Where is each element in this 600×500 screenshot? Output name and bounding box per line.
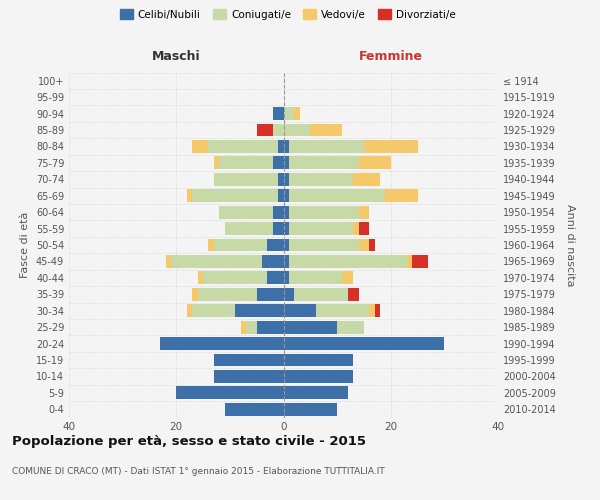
Bar <box>208 238 214 252</box>
Bar <box>219 206 273 218</box>
Bar <box>359 222 370 235</box>
Text: Maschi: Maschi <box>152 50 200 62</box>
Bar <box>193 304 235 317</box>
Bar <box>284 288 294 300</box>
Bar <box>364 140 418 153</box>
Bar <box>278 140 284 153</box>
Text: COMUNE DI CRACO (MT) - Dati ISTAT 1° gennaio 2015 - Elaborazione TUTTITALIA.IT: COMUNE DI CRACO (MT) - Dati ISTAT 1° gen… <box>12 468 385 476</box>
Bar <box>289 272 343 284</box>
Legend: Celibi/Nubili, Coniugati/e, Vedovi/e, Divorziati/e: Celibi/Nubili, Coniugati/e, Vedovi/e, Di… <box>116 5 460 24</box>
Bar <box>257 124 273 136</box>
Bar <box>289 222 353 235</box>
Bar <box>353 173 380 186</box>
Bar <box>268 238 284 252</box>
Bar <box>370 304 374 317</box>
Y-axis label: Fasce di età: Fasce di età <box>20 212 30 278</box>
Text: Popolazione per età, sesso e stato civile - 2015: Popolazione per età, sesso e stato civil… <box>12 435 366 448</box>
Bar <box>257 288 284 300</box>
Bar <box>171 255 262 268</box>
Bar <box>284 354 353 366</box>
Bar <box>193 190 278 202</box>
Bar <box>289 140 364 153</box>
Bar <box>294 288 348 300</box>
Bar <box>278 173 284 186</box>
Bar <box>284 337 445 350</box>
Bar <box>284 140 289 153</box>
Bar <box>289 173 353 186</box>
Bar <box>187 304 193 317</box>
Bar <box>284 403 337 415</box>
Bar <box>273 222 284 235</box>
Bar <box>214 370 284 383</box>
Bar <box>385 190 418 202</box>
Bar <box>412 255 428 268</box>
Bar <box>193 288 198 300</box>
Bar <box>289 238 359 252</box>
Bar <box>284 272 289 284</box>
Bar <box>198 272 203 284</box>
Bar <box>284 222 289 235</box>
Bar <box>284 320 337 334</box>
Bar <box>284 107 294 120</box>
Y-axis label: Anni di nascita: Anni di nascita <box>565 204 575 286</box>
Bar <box>160 337 284 350</box>
Bar <box>268 272 284 284</box>
Text: Femmine: Femmine <box>359 50 423 62</box>
Bar <box>273 124 284 136</box>
Bar <box>224 222 273 235</box>
Bar <box>214 354 284 366</box>
Bar <box>224 403 284 415</box>
Bar <box>407 255 412 268</box>
Bar <box>289 255 407 268</box>
Bar <box>284 304 316 317</box>
Bar <box>246 320 257 334</box>
Bar <box>176 386 284 400</box>
Bar <box>193 140 208 153</box>
Bar <box>214 238 268 252</box>
Bar <box>208 140 278 153</box>
Bar <box>241 320 246 334</box>
Bar <box>337 320 364 334</box>
Bar <box>187 190 193 202</box>
Bar <box>284 370 353 383</box>
Bar <box>359 238 370 252</box>
Bar <box>348 288 359 300</box>
Bar <box>284 238 289 252</box>
Bar <box>284 173 289 186</box>
Bar <box>343 272 353 284</box>
Bar <box>166 255 171 268</box>
Bar <box>214 156 219 170</box>
Bar <box>273 206 284 218</box>
Bar <box>359 206 370 218</box>
Bar <box>289 206 359 218</box>
Bar <box>294 107 299 120</box>
Bar <box>198 288 257 300</box>
Bar <box>219 156 273 170</box>
Bar <box>257 320 284 334</box>
Bar <box>235 304 284 317</box>
Bar <box>370 238 374 252</box>
Bar <box>289 190 385 202</box>
Bar <box>284 255 289 268</box>
Bar <box>316 304 370 317</box>
Bar <box>278 190 284 202</box>
Bar <box>289 156 359 170</box>
Bar <box>273 107 284 120</box>
Bar <box>284 124 310 136</box>
Bar <box>273 156 284 170</box>
Bar <box>284 156 289 170</box>
Bar <box>214 173 278 186</box>
Bar <box>284 206 289 218</box>
Bar <box>310 124 343 136</box>
Bar <box>203 272 268 284</box>
Bar <box>353 222 359 235</box>
Bar <box>284 190 289 202</box>
Bar <box>359 156 391 170</box>
Bar <box>374 304 380 317</box>
Bar <box>284 386 348 400</box>
Bar <box>262 255 284 268</box>
